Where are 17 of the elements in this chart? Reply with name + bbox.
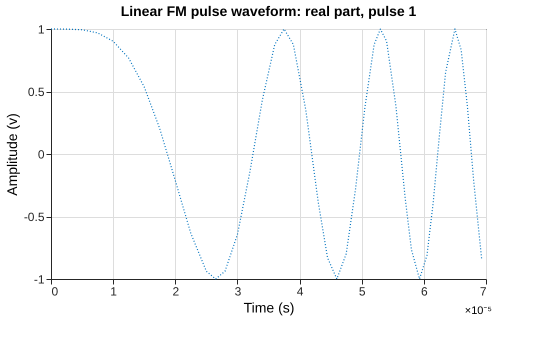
x-tick-label: 0	[52, 284, 58, 298]
y-tick-label: 0.5	[28, 85, 45, 99]
x-tick-label: 7	[480, 284, 487, 298]
x-tick-label: 2	[172, 284, 180, 298]
y-tick-label: -0.5	[24, 210, 45, 224]
y-axis-title: Amplitude (v)	[4, 113, 20, 196]
x-tick-label: 4	[296, 284, 304, 298]
chart-title: Linear FM pulse waveform: real part, pulse 1	[120, 3, 417, 19]
y-tick-label: 0	[38, 148, 45, 162]
y-tick-label: 1	[38, 22, 45, 36]
x-tick-label: 6	[421, 284, 428, 298]
x-tick-label: 5	[358, 284, 366, 298]
text: ×10⁻⁵	[464, 305, 492, 317]
y-tick-label: -1	[34, 272, 45, 286]
x-tick-label: 3	[234, 284, 242, 298]
x-axis-title: Time (s)	[244, 300, 294, 316]
x-tick-label: 1	[110, 284, 118, 298]
